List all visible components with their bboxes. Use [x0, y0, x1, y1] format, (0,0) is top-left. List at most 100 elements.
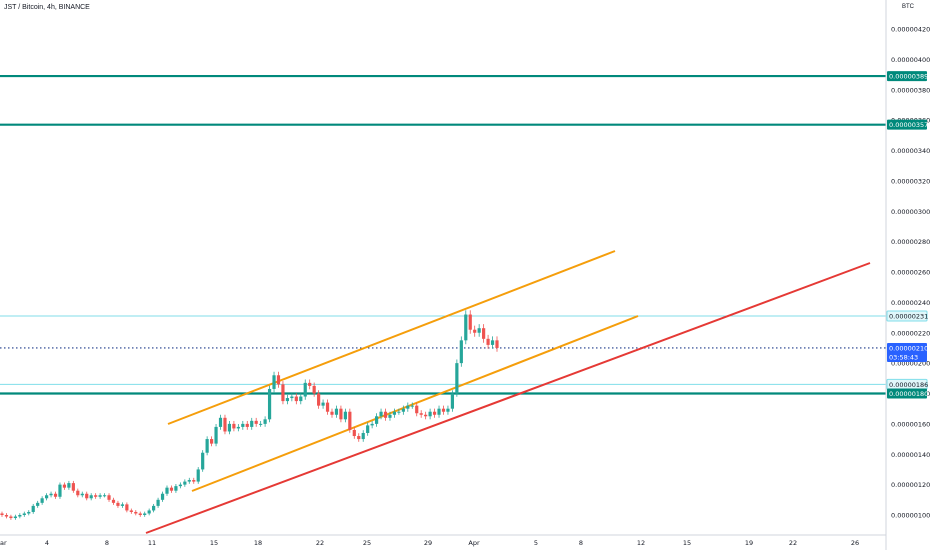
candle-body: [263, 419, 267, 424]
candle-body: [129, 510, 133, 512]
candle-body: [169, 487, 174, 491]
price-tick-label: 0.00000240: [891, 299, 930, 307]
price-tick-label: 0.00000100: [891, 512, 930, 520]
candle-body: [209, 439, 214, 444]
level-price-tag: [886, 310, 928, 322]
candle-body: [22, 513, 26, 515]
candle-body: [227, 423, 232, 432]
candle-body: [192, 480, 196, 482]
candle-body: [9, 516, 13, 519]
candle-body: [437, 408, 441, 415]
candle-body: [303, 382, 307, 397]
candle-body: [71, 483, 75, 491]
candle-body: [406, 405, 410, 409]
channel-lower-line[interactable]: [191, 315, 639, 492]
candle-body: [446, 408, 450, 412]
candle-body: [187, 480, 191, 482]
candle-body: [272, 375, 276, 389]
price-tick-label: 0.00000340: [891, 147, 930, 155]
candle-body: [44, 495, 49, 499]
candle-body: [464, 314, 468, 341]
candle-body: [455, 363, 459, 394]
candle-body: [31, 505, 35, 512]
price-tick-label: 0.00000200: [891, 360, 930, 368]
candle-body: [201, 452, 205, 470]
time-tick-label: 22: [316, 539, 324, 547]
candle-body: [4, 515, 9, 517]
candle-body: [308, 382, 312, 386]
candle-body: [183, 481, 187, 485]
candle-body: [424, 414, 428, 417]
candle-body: [281, 384, 285, 402]
candle-body: [111, 499, 116, 503]
candle-body: [401, 408, 405, 412]
chart-title: JST / Bitcoin, 4h, BINANCE: [4, 4, 90, 11]
price-tick-label: 0.00000120: [891, 481, 930, 489]
currency-label: BTC: [902, 4, 914, 10]
level-price-label: 0.00000389: [889, 73, 928, 81]
price-tick-label: 0.00000220: [891, 329, 930, 337]
candle-body: [138, 513, 142, 515]
candle-body: [67, 483, 71, 488]
support-trendline[interactable]: [145, 262, 871, 534]
candle-body: [294, 396, 298, 402]
candle-body: [357, 436, 361, 440]
candle-body: [317, 393, 321, 406]
time-tick-label: 12: [637, 539, 645, 547]
candle-body: [98, 495, 102, 497]
price-tick-label: 0.00000280: [891, 238, 930, 246]
candle-body: [348, 411, 352, 430]
level-price-label: 0.00000180: [889, 390, 928, 398]
candle-body: [76, 490, 80, 496]
candle-body: [241, 423, 245, 427]
candle-body: [165, 487, 169, 494]
candle-body: [312, 385, 316, 394]
time-tick-label: 18: [254, 539, 262, 547]
level-price-tag: [887, 388, 927, 399]
candle-body: [428, 411, 432, 417]
candle-body: [486, 338, 490, 345]
time-tick-label: 22: [789, 539, 797, 547]
time-tick-label: 29: [424, 539, 432, 547]
candle-body: [459, 340, 463, 364]
candle-body: [120, 504, 125, 506]
candle-body: [374, 416, 379, 424]
candle-body: [102, 495, 107, 497]
candle-body: [392, 411, 397, 415]
candle-body: [196, 469, 200, 482]
candle-body: [254, 420, 258, 424]
candle-body: [125, 504, 129, 511]
candle-body: [383, 411, 388, 418]
candle-body: [18, 515, 22, 517]
candle-body: [259, 423, 263, 425]
candle-body: [468, 314, 472, 330]
candle-body: [432, 411, 437, 415]
time-tick-label: 5: [534, 539, 538, 547]
time-tick-label: 4: [45, 539, 49, 547]
candle-body: [450, 393, 455, 409]
candle-body: [330, 411, 334, 415]
candle-body: [285, 398, 290, 402]
level-price-label: 0.00000357: [889, 121, 928, 129]
candle-body: [276, 375, 281, 385]
candle-body: [80, 493, 84, 496]
channel-upper-line[interactable]: [167, 250, 616, 425]
candle-body: [156, 499, 160, 506]
candle-body: [160, 493, 165, 500]
candle-body: [205, 439, 209, 453]
candle-body: [147, 510, 151, 514]
time-tick-label: 15: [210, 539, 218, 547]
candle-body: [0, 513, 4, 515]
candle-body: [419, 413, 423, 415]
time-tick-label: 11: [148, 539, 156, 547]
candle-body: [343, 411, 347, 420]
time-tick-label: 19: [745, 539, 753, 547]
price-tick-label: 0.00000140: [891, 451, 930, 459]
candle-body: [174, 486, 178, 491]
candle-body: [250, 420, 254, 427]
candle-body: [352, 429, 356, 437]
candle-body: [62, 484, 67, 488]
time-tick-label: ar: [0, 539, 7, 547]
candle-body: [299, 396, 303, 402]
